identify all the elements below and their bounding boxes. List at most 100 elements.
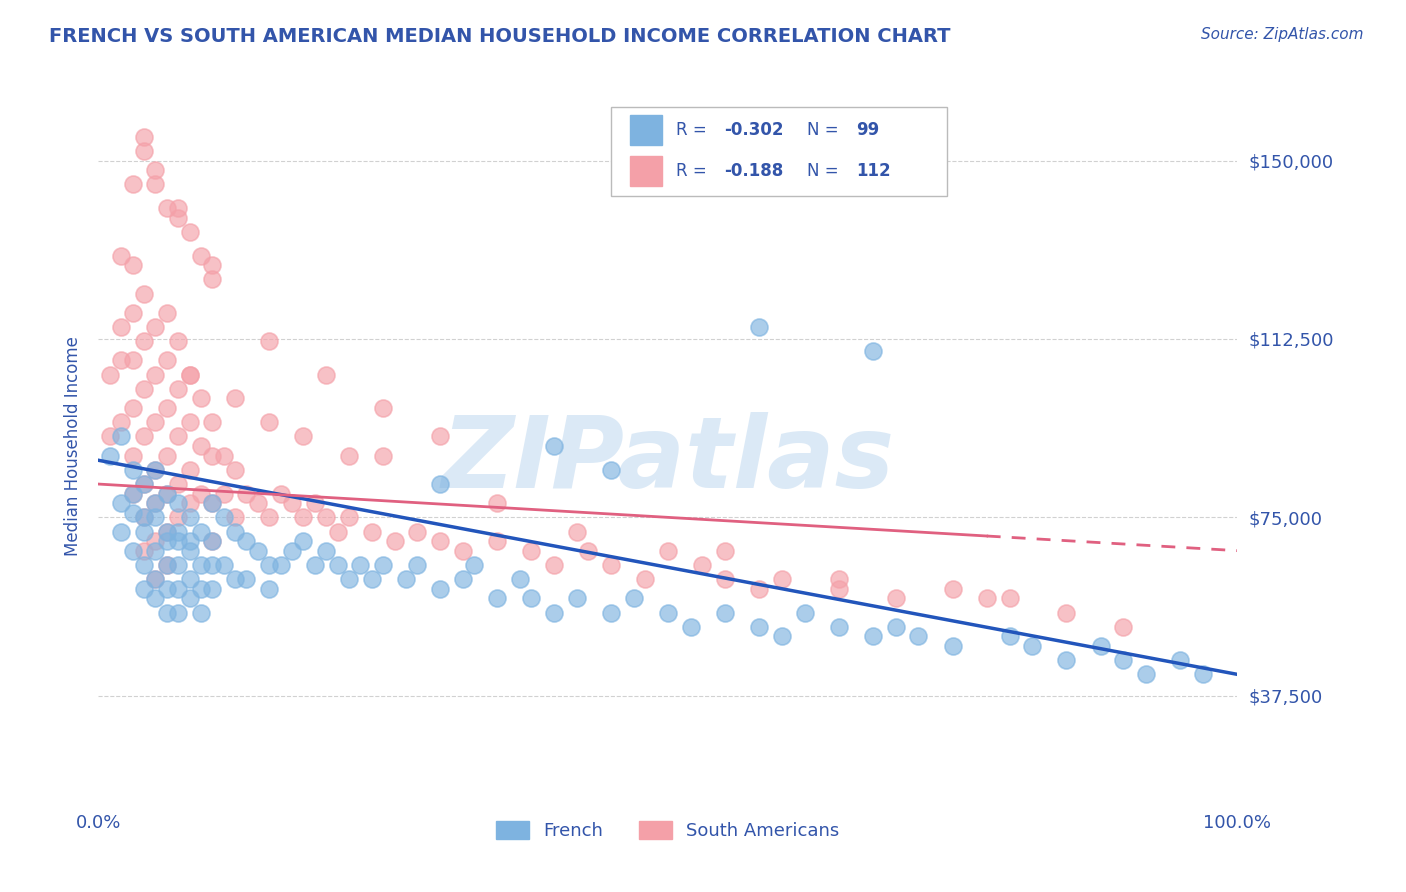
Point bbox=[543, 439, 565, 453]
Text: N =: N = bbox=[807, 161, 844, 179]
Point bbox=[212, 486, 235, 500]
Point bbox=[156, 606, 179, 620]
Point bbox=[98, 368, 121, 382]
Point bbox=[145, 496, 167, 510]
Point bbox=[201, 496, 224, 510]
Point bbox=[270, 486, 292, 500]
Point bbox=[201, 558, 224, 572]
Point bbox=[429, 429, 451, 443]
Point bbox=[110, 249, 132, 263]
Point bbox=[679, 620, 702, 634]
Point bbox=[315, 510, 337, 524]
Point bbox=[235, 534, 257, 549]
Point bbox=[520, 591, 543, 606]
Point bbox=[634, 572, 657, 586]
Text: N =: N = bbox=[807, 120, 844, 138]
Point bbox=[156, 486, 179, 500]
Point bbox=[121, 449, 143, 463]
Point bbox=[349, 558, 371, 572]
Point bbox=[565, 524, 588, 539]
Point bbox=[235, 486, 257, 500]
Point bbox=[463, 558, 485, 572]
Point bbox=[121, 543, 143, 558]
Point bbox=[1054, 606, 1078, 620]
Point bbox=[714, 543, 737, 558]
Point bbox=[360, 572, 382, 586]
Point bbox=[145, 415, 167, 429]
Point bbox=[884, 620, 907, 634]
Point bbox=[395, 572, 418, 586]
Point bbox=[259, 510, 281, 524]
Point bbox=[1135, 667, 1157, 681]
Point bbox=[224, 524, 246, 539]
Point bbox=[201, 449, 224, 463]
Point bbox=[167, 496, 190, 510]
Point bbox=[315, 543, 337, 558]
Point bbox=[246, 543, 269, 558]
Point bbox=[201, 534, 224, 549]
Point bbox=[145, 163, 167, 178]
Point bbox=[179, 496, 201, 510]
Point bbox=[907, 629, 929, 643]
Point bbox=[1112, 653, 1135, 667]
Point bbox=[657, 606, 679, 620]
Point bbox=[121, 506, 143, 520]
Point bbox=[98, 449, 121, 463]
Point bbox=[110, 524, 132, 539]
Point bbox=[179, 368, 201, 382]
Point bbox=[326, 558, 349, 572]
Point bbox=[976, 591, 998, 606]
Point bbox=[132, 524, 155, 539]
Point bbox=[179, 368, 201, 382]
Y-axis label: Median Household Income: Median Household Income bbox=[63, 336, 82, 556]
Point bbox=[132, 558, 155, 572]
Point bbox=[1054, 653, 1078, 667]
Point bbox=[384, 534, 406, 549]
Point bbox=[690, 558, 713, 572]
Point bbox=[156, 558, 179, 572]
Point bbox=[167, 477, 190, 491]
Point bbox=[212, 558, 235, 572]
Point bbox=[156, 534, 179, 549]
Point bbox=[748, 320, 770, 334]
Point bbox=[179, 225, 201, 239]
Point bbox=[486, 496, 509, 510]
Point bbox=[942, 582, 965, 596]
Point bbox=[714, 572, 737, 586]
Point bbox=[132, 334, 155, 349]
Point bbox=[145, 368, 167, 382]
Point bbox=[179, 572, 201, 586]
Point bbox=[132, 144, 155, 158]
Point bbox=[190, 606, 212, 620]
Point bbox=[145, 463, 167, 477]
Point bbox=[451, 572, 474, 586]
Point bbox=[167, 201, 190, 215]
Point bbox=[884, 591, 907, 606]
Point bbox=[224, 392, 246, 406]
Legend: French, South Americans: French, South Americans bbox=[489, 814, 846, 847]
Point bbox=[748, 620, 770, 634]
Point bbox=[179, 510, 201, 524]
Text: Source: ZipAtlas.com: Source: ZipAtlas.com bbox=[1201, 27, 1364, 42]
Point bbox=[770, 629, 793, 643]
FancyBboxPatch shape bbox=[612, 107, 946, 196]
Point bbox=[132, 382, 155, 396]
Text: R =: R = bbox=[676, 120, 711, 138]
Point bbox=[315, 368, 337, 382]
Point bbox=[179, 415, 201, 429]
Point bbox=[132, 129, 155, 144]
Point bbox=[451, 543, 474, 558]
Point bbox=[132, 510, 155, 524]
Point bbox=[132, 582, 155, 596]
Point bbox=[304, 496, 326, 510]
Text: 99: 99 bbox=[856, 120, 879, 138]
Point bbox=[235, 572, 257, 586]
Point bbox=[98, 429, 121, 443]
Point bbox=[828, 582, 851, 596]
Point bbox=[998, 629, 1021, 643]
Point bbox=[132, 477, 155, 491]
Point bbox=[167, 558, 190, 572]
Point bbox=[121, 486, 143, 500]
Point bbox=[292, 534, 315, 549]
Point bbox=[212, 510, 235, 524]
